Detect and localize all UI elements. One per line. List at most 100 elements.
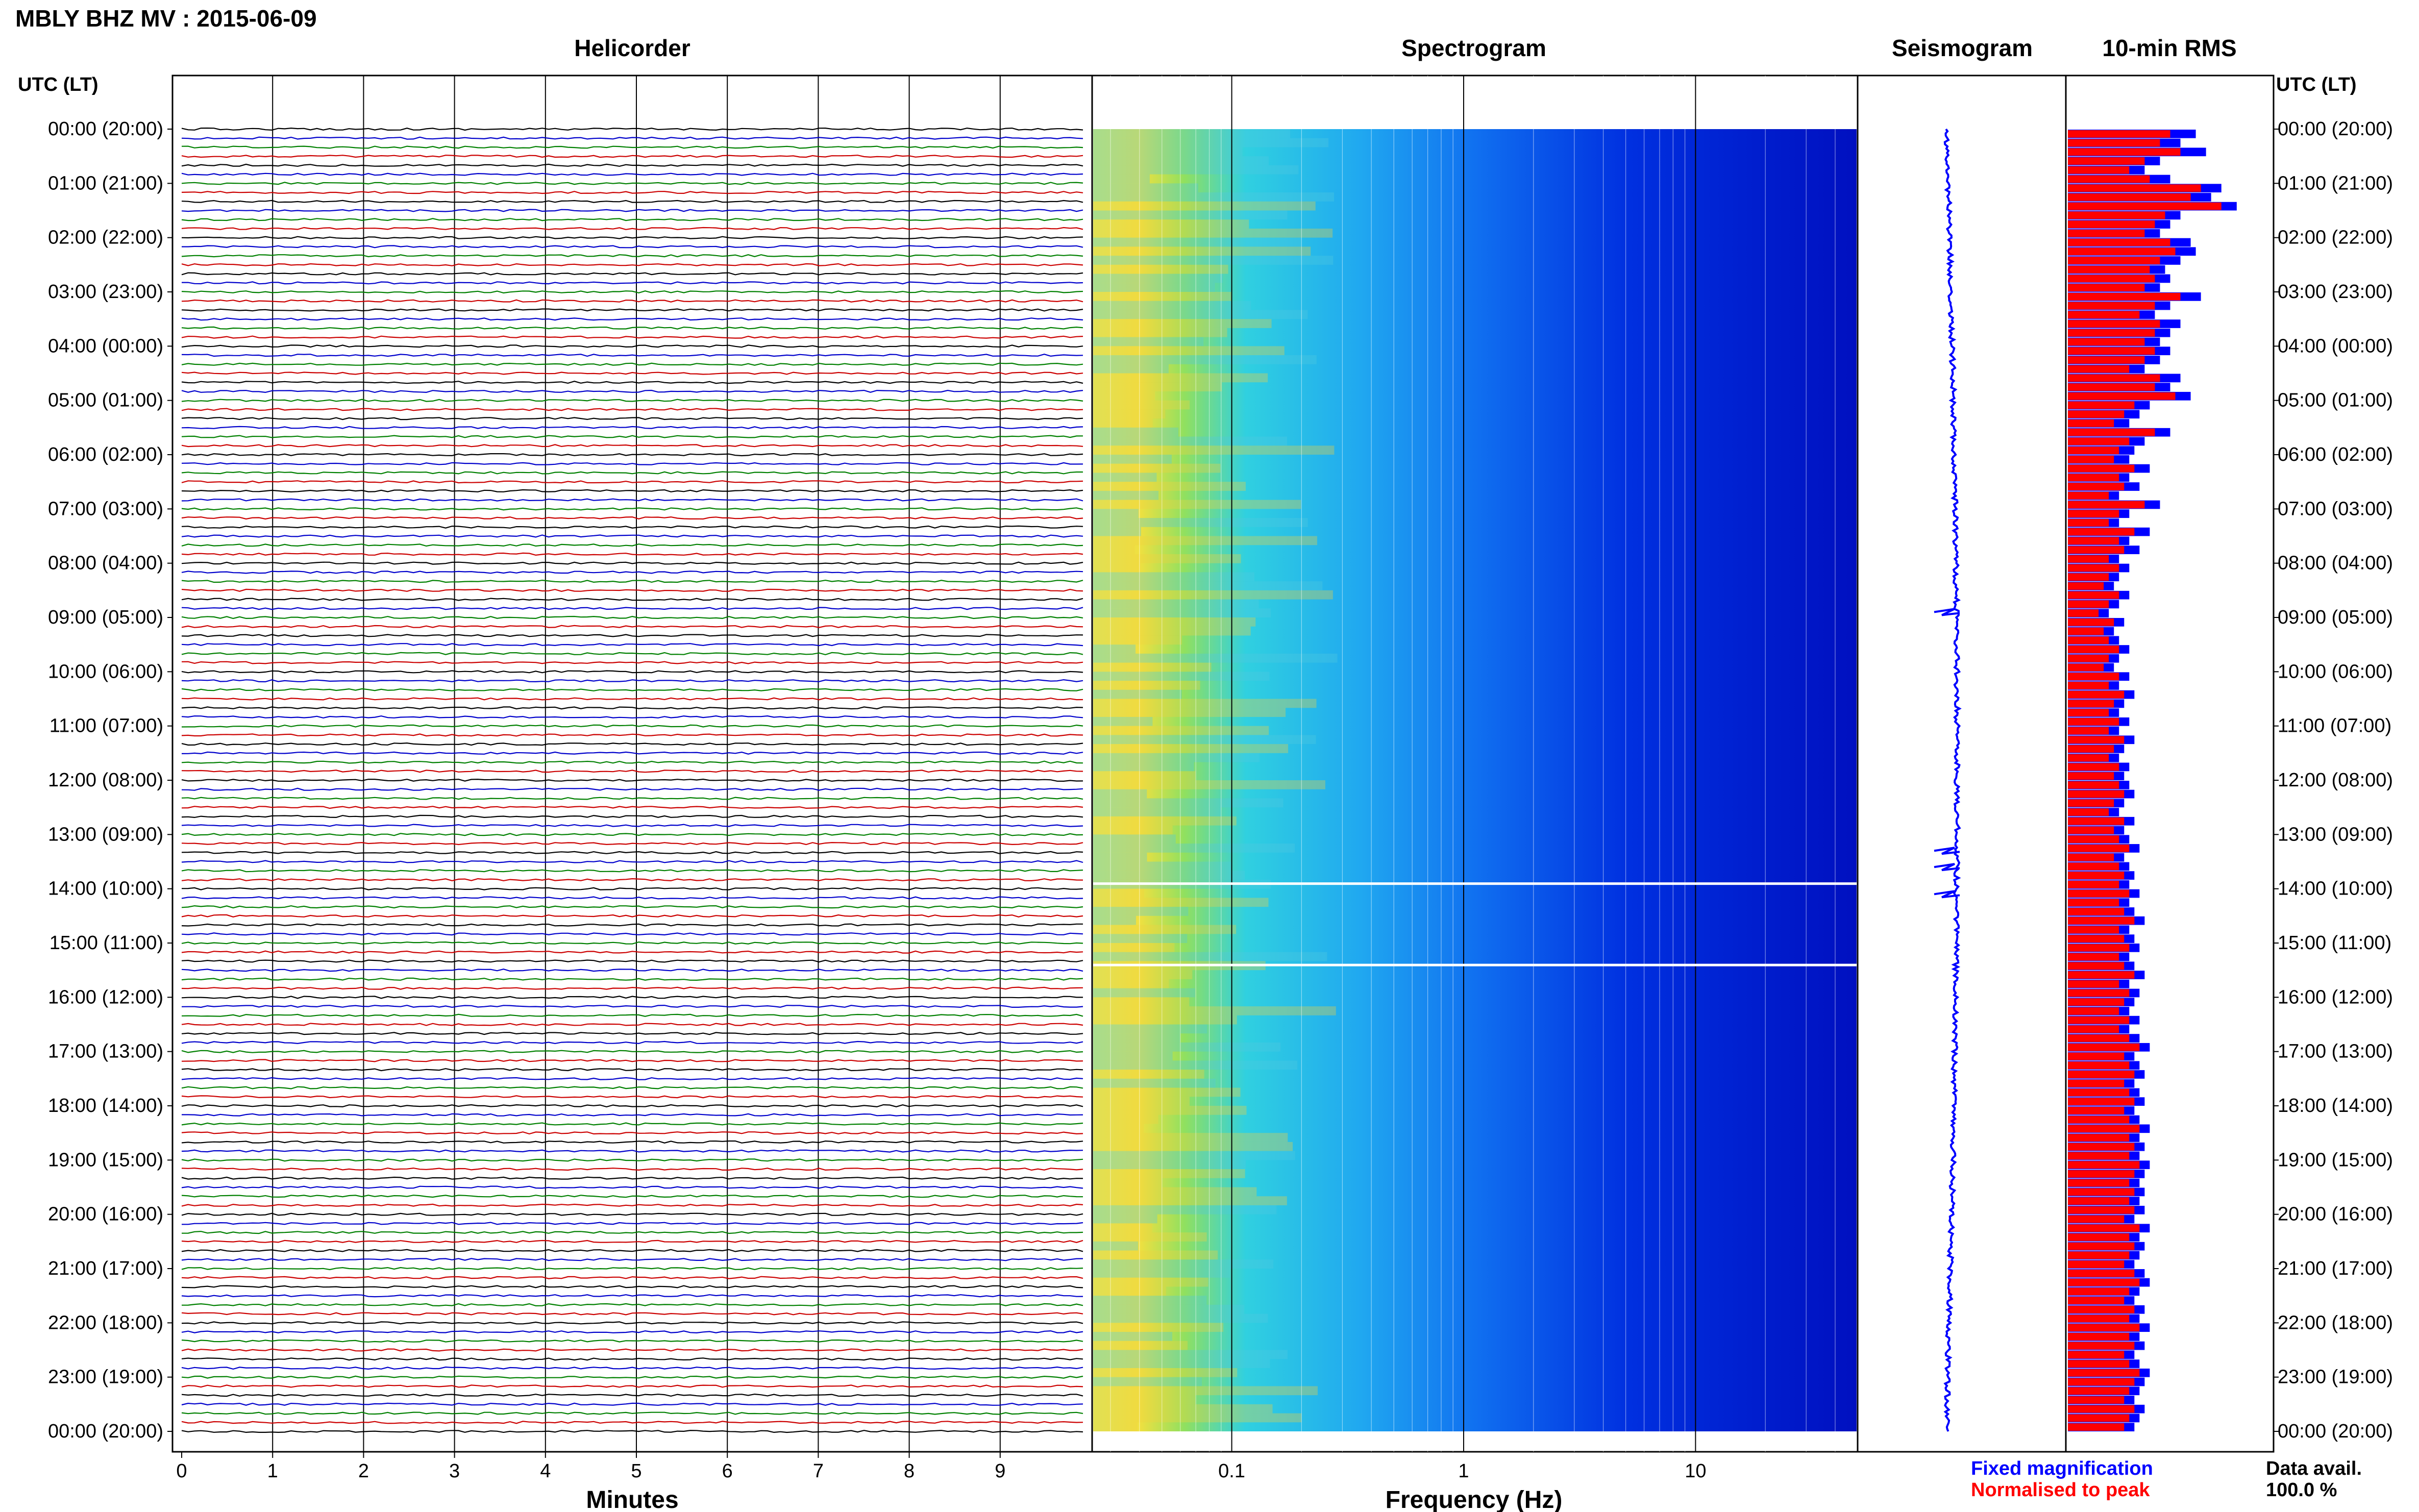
helicorder-trace [181, 778, 1083, 782]
spectrogram-row [1093, 463, 1221, 473]
spectrogram-row [1093, 943, 1175, 952]
helicorder-trace [181, 724, 1083, 728]
spectrogram-row [1093, 310, 1308, 319]
time-label-left: 01:00 (21:00) [48, 172, 163, 194]
rms-bar-normalised [2068, 166, 2130, 174]
spectrogram-row [1093, 1151, 1295, 1160]
seismogram-trace [1943, 128, 1962, 1432]
helicorder-trace [181, 607, 1083, 610]
helicorder-trace [181, 688, 1083, 691]
rms-bar-normalised [2068, 998, 2125, 1006]
time-label-right: 03:00 (23:00) [2278, 281, 2393, 303]
utc-label-right: UTC (LT) [2276, 74, 2357, 95]
x-tick-label: 0 [176, 1460, 187, 1482]
helicorder-trace [181, 498, 1083, 502]
spectrogram-row [1093, 635, 1182, 645]
data-avail-value: 100.0 % [2266, 1479, 2337, 1501]
spectrogram-row [1093, 1024, 1207, 1034]
helicorder-trace [181, 1131, 1083, 1135]
helicorder-trace [181, 824, 1083, 827]
spectrogram-row [1093, 1413, 1302, 1423]
rms-bar-normalised [2068, 745, 2114, 753]
helicorder-trace [181, 525, 1083, 529]
x-tick-label: 1 [267, 1460, 278, 1482]
time-label-left: 00:00 (20:00) [48, 1421, 163, 1442]
rms-bar-normalised [2068, 184, 2201, 192]
helicorder-trace [181, 950, 1083, 954]
spectrogram-row [1093, 1114, 1158, 1124]
rms-bar-normalised [2068, 1025, 2119, 1033]
rms-bar-normalised [2068, 636, 2109, 645]
rms-bar-normalised [2068, 971, 2135, 979]
rms-bar-normalised [2068, 1342, 2135, 1350]
spectrogram-row [1093, 1368, 1238, 1377]
helicorder-trace [181, 299, 1083, 303]
spectrogram-row [1093, 834, 1176, 844]
rms-bar-normalised [2068, 265, 2150, 274]
helicorder-trace [181, 751, 1083, 755]
helicorder-trace [181, 860, 1083, 863]
spectrogram-row [1093, 997, 1190, 1007]
rms-bar-normalised [2068, 790, 2125, 798]
x-tick-label: 10 [1685, 1460, 1706, 1482]
rms-bar-normalised [2068, 916, 2135, 925]
spectrogram-row [1093, 852, 1147, 862]
helicorder-trace [181, 841, 1083, 846]
helicorder-trace [181, 163, 1083, 167]
helicorder-trace [181, 1411, 1083, 1415]
helicorder-trace [181, 290, 1083, 294]
helicorder-trace [182, 1222, 1083, 1225]
rms-bar-normalised [2068, 1396, 2125, 1404]
time-label-right: 15:00 (11:00) [2278, 932, 2391, 954]
rms-bar-normalised [2068, 709, 2109, 716]
spectrogram-row [1093, 509, 1139, 518]
rms-bar-normalised [2068, 1143, 2135, 1151]
rms-bar-normalised [2068, 501, 2145, 509]
helicorder-trace [181, 959, 1083, 963]
rms-bar-normalised [2068, 1305, 2135, 1313]
spectrogram-panel: 0.1 1 10 [1091, 75, 1859, 1482]
rms-bar-normalised [2068, 1215, 2125, 1223]
rms-bar-normalised [2068, 193, 2191, 201]
time-label-right: 16:00 (12:00) [2278, 986, 2393, 1008]
legend-normalised-to-peak: Normalised to peak [1971, 1479, 2150, 1501]
spectrogram-row [1093, 915, 1137, 925]
helicorder-trace [181, 1185, 1083, 1189]
spectrogram-row [1093, 1422, 1138, 1431]
rms-bar-normalised [2068, 573, 2109, 581]
spectrogram-row [1093, 518, 1308, 527]
spectrogram-row [1093, 482, 1246, 491]
spectrogram-row [1093, 192, 1335, 202]
spectrogram-row [1093, 1033, 1180, 1043]
helicorder-trace [181, 652, 1083, 656]
rms-bar-normalised [2068, 519, 2109, 527]
rms-bar-normalised [2068, 618, 2114, 626]
time-label-right: 10:00 (06:00) [2278, 661, 2393, 682]
helicorder-trace [181, 155, 1083, 158]
time-label-left: 16:00 (12:00) [48, 986, 163, 1008]
spectrogram-row [1093, 1241, 1139, 1251]
rms-bar-normalised [2068, 845, 2130, 852]
spectrogram-row [1093, 608, 1271, 617]
time-label-right: 04:00 (00:00) [2278, 335, 2393, 357]
helicorder-trace [181, 145, 1083, 149]
rms-bar-normalised [2068, 392, 2176, 400]
seismogram-title: Seismogram [1892, 35, 2033, 61]
time-label-right: 08:00 (04:00) [2278, 553, 2393, 574]
spectrogram-row [1093, 681, 1200, 690]
x-tick-label: 3 [449, 1460, 460, 1482]
helicorder-trace [181, 986, 1083, 990]
rms-bar-normalised [2068, 347, 2155, 355]
helicorder-title: Helicorder [574, 35, 690, 61]
rms-bar-normalised [2068, 1016, 2130, 1024]
spectrogram-row [1093, 147, 1243, 157]
helicorder-trace [181, 543, 1083, 547]
helicorder-trace [181, 932, 1083, 936]
rms-bar-normalised [2068, 1052, 2125, 1060]
helicorder-trace [181, 869, 1083, 873]
spectrogram-row [1093, 210, 1288, 220]
helicorder-trace [181, 561, 1083, 565]
rms-bar-normalised [2068, 211, 2165, 219]
rms-bar-normalised [2068, 872, 2125, 879]
rms-bar-normalised [2068, 447, 2119, 454]
